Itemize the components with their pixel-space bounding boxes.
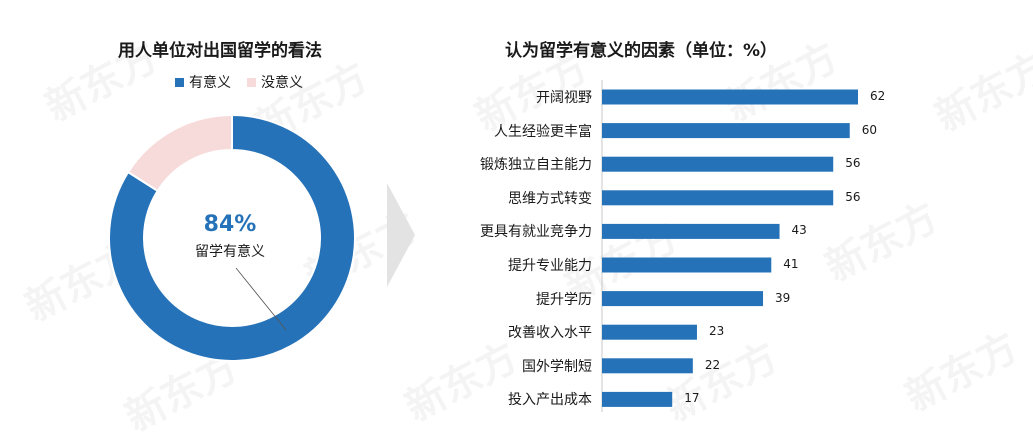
donut-chart-title: 用人单位对出国留学的看法: [118, 41, 322, 61]
bar-category-label: 开阔视野: [536, 90, 592, 106]
donut-slice-meaningful: [108, 113, 356, 362]
bar-7: [602, 324, 697, 340]
legend-item-meaningful: 有意义: [175, 72, 231, 92]
bar-value-label: 60: [861, 122, 878, 137]
bar-category-label: 提升专业能力: [508, 258, 592, 274]
bar-value-label: 62: [870, 89, 886, 103]
bar-category-label: 思维方式转变: [508, 190, 592, 207]
bar-1: [602, 123, 850, 139]
donut-center-percent: 84%: [203, 212, 257, 237]
bar-4: [602, 223, 780, 239]
bar-value-label: 17: [684, 391, 700, 406]
bar-6: [602, 291, 764, 307]
bar-chart-title: 认为留学有意义的因素（单位：%）: [505, 41, 778, 61]
donut-slice-meaningless: [126, 113, 233, 193]
bar-8: [602, 358, 693, 374]
bar-category-label: 改善收入水平: [508, 325, 592, 342]
legend-label-meaningful: 有意义: [189, 75, 231, 91]
bar-2: [602, 156, 834, 172]
chart-canvas: [108, 80, 858, 412]
bar-value-label: 56: [845, 189, 861, 204]
bar-category-label: 提升学历: [536, 291, 592, 308]
bar-value-label: 56: [845, 156, 861, 171]
legend-item-meaningless: 没意义: [247, 72, 303, 92]
donut-leader-line: [235, 267, 287, 331]
arrow-divider: [387, 183, 415, 287]
bar-value-label: 43: [791, 223, 807, 238]
bar-3: [602, 190, 834, 206]
bar-value-label: 23: [708, 324, 725, 339]
legend-swatch-meaningless: [247, 77, 256, 87]
donut-chart: [108, 113, 356, 362]
bar-category-label: 更具有就业竞争力: [480, 224, 592, 241]
donut-legend: 有意义 没意义: [175, 72, 303, 92]
bar-category-label: 投入产出成本: [508, 392, 592, 409]
legend-swatch-meaningful: [175, 77, 184, 87]
bar-category-label: 人生经验更丰富: [494, 123, 592, 140]
bar-chart: [602, 89, 858, 407]
bar-9: [602, 391, 673, 407]
bar-5: [602, 257, 772, 273]
bar-category-label: 锻炼独立自主能力: [480, 157, 592, 174]
bar-0: [602, 89, 858, 105]
legend-label-meaningless: 没意义: [261, 75, 303, 91]
donut-center-label: 留学有意义: [195, 244, 265, 260]
bar-value-label: 39: [775, 290, 791, 305]
bar-value-label: 41: [783, 257, 799, 271]
bar-category-label: 国外学制短: [522, 358, 592, 375]
bar-value-label: 22: [704, 357, 721, 372]
